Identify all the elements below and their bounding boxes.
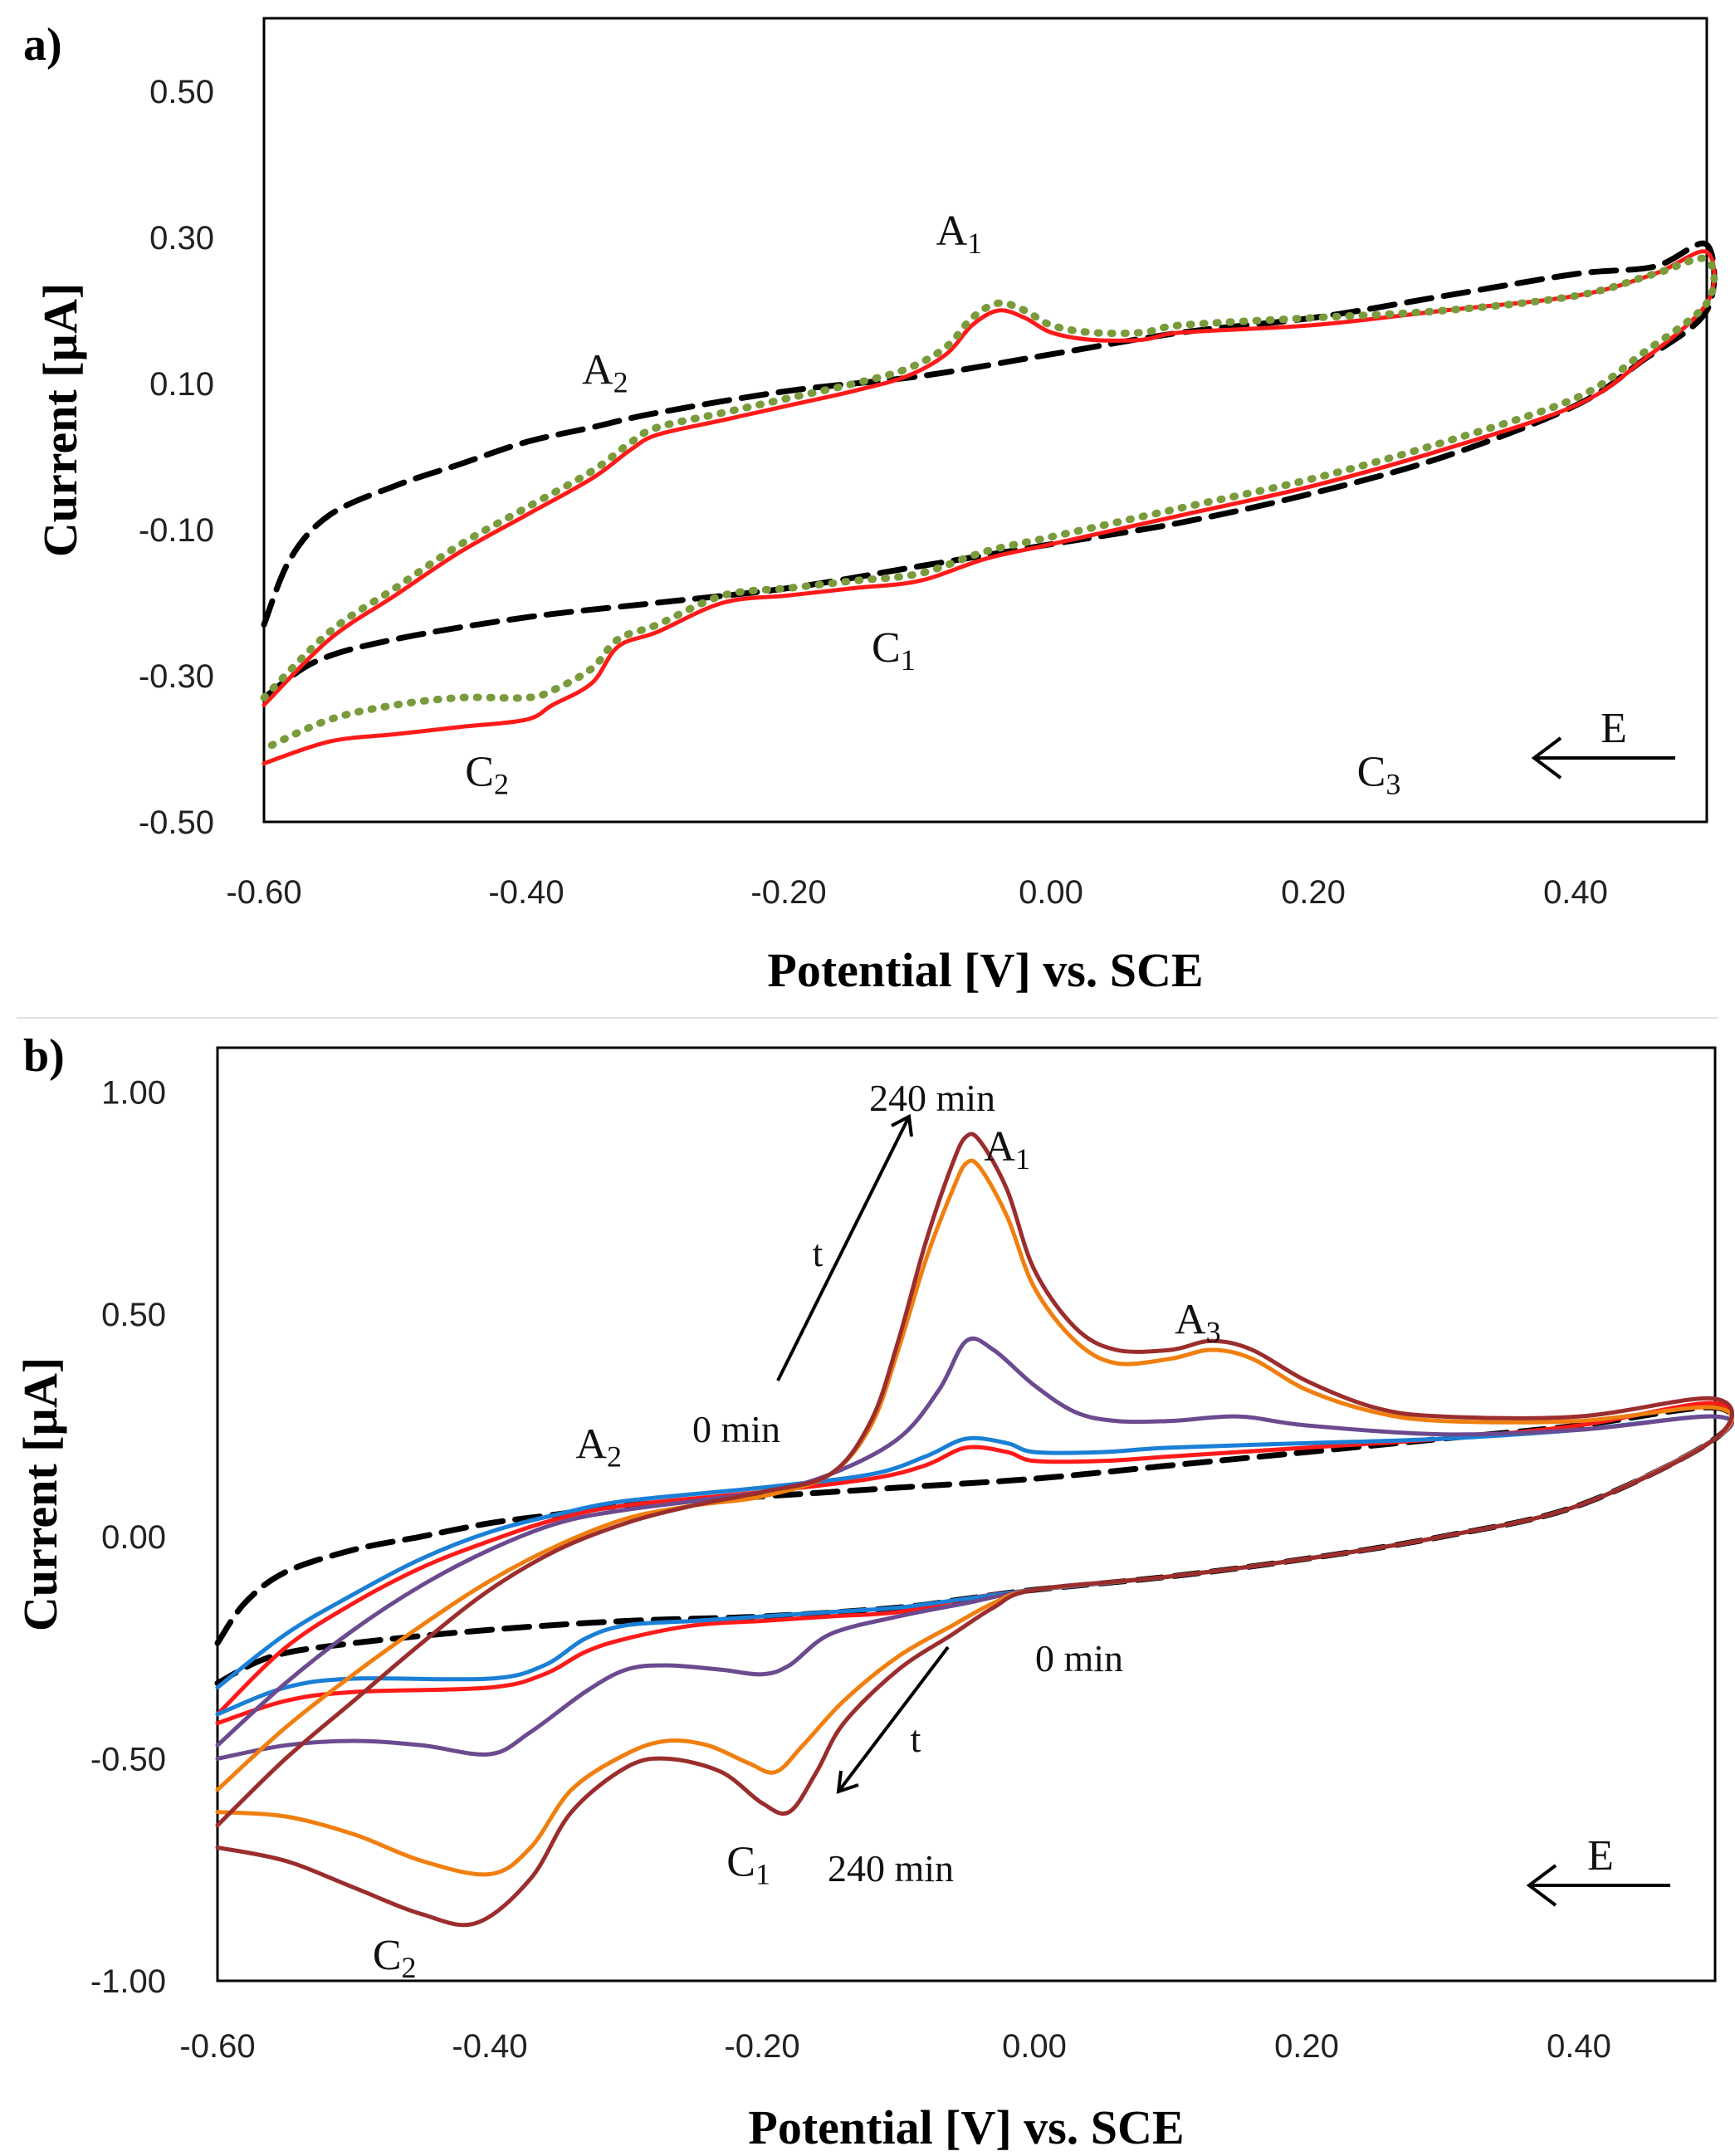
- panel-a-x-tick-label: -0.60: [226, 874, 301, 911]
- panel-a-x-axis-title: Potential [V] vs. SCE: [767, 943, 1203, 997]
- panel-a-peak-labels: A1 A2 C1 C2 C3: [465, 208, 1400, 800]
- panel-a-x-tick-label: 0.20: [1281, 874, 1346, 911]
- panel-b-x-tick-label: 0.40: [1547, 2028, 1611, 2065]
- panel-a-y-tick-label: -0.50: [139, 804, 214, 841]
- panel-a-y-tick-label: -0.10: [139, 512, 214, 549]
- panel-a-peak-label-c1: C1: [872, 624, 916, 677]
- panel-b-peak-label-a3: A3: [1175, 1297, 1221, 1349]
- panel-a-x-tick-label: 0.40: [1543, 874, 1608, 911]
- panel-a-peak-label-c2: C2: [465, 748, 509, 800]
- panel-a: a) -0.60 -0.40 -0.20 0.00 0.20 0.40 0.500.300…: [23, 17, 1718, 997]
- panel-a-scan-direction-label: E: [1601, 705, 1627, 752]
- panel-b-x-tick-label: 0.20: [1274, 2028, 1339, 2065]
- panel-a-y-tick-label: 0.50: [149, 74, 214, 110]
- panel-a-series-green-dotted: [260, 254, 1718, 753]
- panel-b-time-label-0min-cathodic: 0 min: [1035, 1637, 1123, 1679]
- panel-a-x-tick-labels: -0.60 -0.40 -0.20 0.00 0.20 0.40: [226, 874, 1608, 911]
- panel-b-peak-label-a1: A1: [984, 1123, 1030, 1176]
- panel-a-y-tick-labels: 0.50 0.30 0.10 -0.10 -0.30 -0.50: [139, 74, 214, 841]
- panel-a-peak-label-c3: C3: [1357, 748, 1401, 800]
- panel-a-peak-label-a2: A2: [582, 346, 628, 398]
- panel-b-time-arrow-cathodic-line: [836, 1645, 950, 1794]
- panel-b-peak-label-a2: A2: [575, 1420, 622, 1473]
- panel-b-y-tick-labels: 1.00 0.50 0.00 -0.50 -1.00: [90, 1075, 166, 2001]
- panel-b-scan-direction-arrow: [1526, 1864, 1670, 1907]
- panel-b-time-label-240min-anodic: 240 min: [869, 1077, 995, 1119]
- panel-b-y-tick-label: -1.00: [90, 1963, 166, 2000]
- panel-b-x-tick-label: -0.20: [724, 2028, 799, 2065]
- panel-b-scan-direction: E: [1526, 1832, 1670, 1907]
- panel-a-y-axis-title: Current [µA]: [33, 283, 87, 557]
- panel-b-time-arrow-anodic: t 0 min 240 min: [692, 1077, 995, 1450]
- panel-a-x-tick-label: -0.20: [750, 874, 826, 911]
- panel-b-series-red: [215, 1401, 1734, 1726]
- panel-b-x-tick-label: -0.60: [179, 2028, 255, 2065]
- panel-a-series-red: [261, 249, 1717, 766]
- panel-b-x-tick-labels: -0.60 -0.40 -0.20 0.00 0.20 0.40: [179, 2028, 1611, 2065]
- panel-a-scan-direction-arrow: [1531, 736, 1675, 780]
- panel-a-x-tick-label: -0.40: [488, 874, 564, 911]
- panel-a-y-tick-label: 0.10: [149, 366, 214, 403]
- panel-b-y-tick-label: 0.00: [101, 1519, 166, 1556]
- panel-b-curves: [214, 1132, 1735, 1928]
- panel-b-y-tick-label: 0.50: [101, 1297, 166, 1333]
- panel-a-x-tick-label: 0.00: [1019, 874, 1083, 911]
- panel-a-y-tick-label: 0.30: [149, 220, 214, 257]
- panel-b-plot-area: [216, 1046, 1717, 1982]
- panel-b-time-label-0min-anodic: 0 min: [692, 1408, 780, 1450]
- panel-a-curves: [260, 240, 1718, 766]
- panel-a-y-tick-label: -0.30: [139, 658, 214, 695]
- panel-b-scan-direction-label: E: [1587, 1832, 1614, 1880]
- panel-b-x-tick-label: -0.40: [452, 2028, 527, 2065]
- panel-b-peak-label-c2: C2: [373, 1932, 417, 1984]
- panel-b-label: b): [23, 1030, 65, 1082]
- panel-b-series-orange: [215, 1158, 1734, 1877]
- panel-b-peak-labels: A1 A2 A3 C1 C2: [373, 1123, 1221, 1984]
- panel-b-time-arrow-anodic-t: t: [813, 1232, 824, 1274]
- panel-b-y-axis-title: Current [µA]: [13, 1357, 67, 1631]
- panel-b-y-tick-label: -0.50: [90, 1741, 166, 1777]
- panel-b: b) -0.60 -0.40 -0.20 0.00 0.20 0.40 1.00 0.50 0…: [13, 1030, 1735, 2154]
- panel-b-x-tick-label: 0.00: [1002, 2028, 1067, 2065]
- panel-b-time-label-240min-cathodic: 240 min: [828, 1847, 954, 1890]
- panel-b-time-arrow-cathodic-t: t: [911, 1718, 921, 1760]
- panel-a-scan-direction: E: [1531, 705, 1675, 780]
- panel-b-time-arrow-anodic-line: [776, 1113, 913, 1381]
- panel-a-peak-label-a1: A1: [936, 208, 983, 260]
- panel-a-plot-area: [262, 17, 1708, 824]
- panel-b-series-blue: [215, 1414, 1734, 1717]
- panel-b-time-arrow-cathodic: t 0 min 240 min: [828, 1637, 1123, 1890]
- panel-b-x-axis-title: Potential [V] vs. SCE: [748, 2100, 1184, 2154]
- panel-b-y-tick-label: 1.00: [101, 1075, 166, 1112]
- panel-b-series-dark-red: [215, 1132, 1734, 1928]
- panel-b-peak-label-c1: C1: [726, 1839, 770, 1891]
- panel-a-label: a): [23, 19, 62, 71]
